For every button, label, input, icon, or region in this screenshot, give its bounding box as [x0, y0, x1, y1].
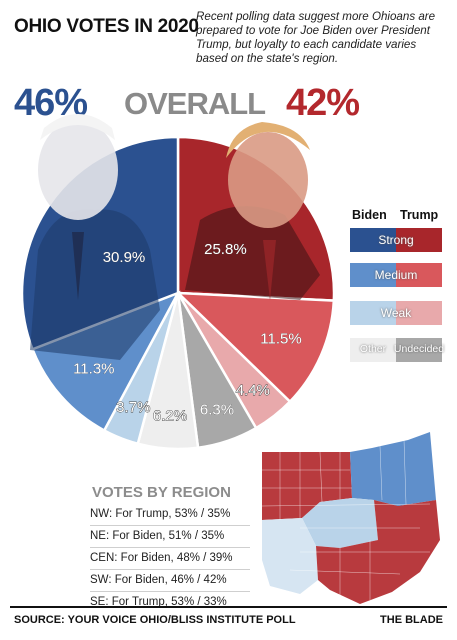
trump-overall-percent: 42%: [286, 82, 360, 124]
pie-slice-label-0: 25.8%: [204, 241, 247, 258]
region-nw: [262, 452, 352, 520]
legend-swatch-trump-strong: [396, 228, 442, 252]
region-line-ne: NE: For Biden, 51% / 35%: [90, 530, 250, 548]
region-line-sw: SW: For Biden, 46% / 42%: [90, 574, 250, 592]
publisher-brand: THE BLADE: [380, 614, 443, 626]
footer-rule: [10, 606, 447, 608]
legend-label-weak: Weak: [380, 306, 412, 320]
pie-slice-label-3: 6.3%: [200, 401, 234, 418]
legend-swatch-biden-weak: [350, 301, 396, 325]
legend-swatch-biden-medium: [350, 263, 396, 287]
legend-label-other: Other: [359, 343, 387, 355]
legend-biden-header: Biden: [352, 208, 387, 222]
pie-slice-label-2: 4.4%: [236, 382, 270, 399]
page-title: OHIO VOTES IN 2020: [14, 16, 199, 37]
legend-label-strong: Strong: [378, 233, 414, 247]
legend-swatch-trump-medium: [396, 263, 442, 287]
region-sw: [262, 518, 318, 594]
legend-swatch-trump-weak: [396, 301, 442, 325]
biden-portrait: [30, 114, 160, 360]
region-line-se: SE: For Trump, 53% / 33%: [90, 596, 227, 608]
pie-slice-label-1: 11.5%: [260, 331, 301, 348]
pie-slice-label-5: 3.7%: [116, 399, 150, 416]
pie-slice-1: [174, 291, 336, 404]
region-title: VOTES BY REGION: [92, 484, 231, 501]
region-ne: [350, 432, 436, 506]
region-line-nw: NW: For Trump, 53% / 35%: [90, 508, 250, 526]
pie-slice-label-7: 30.9%: [103, 249, 146, 266]
source-credit: SOURCE: YOUR VOICE OHIO/BLISS INSTITUTE …: [14, 614, 296, 626]
legend-label-undecided: Undecided: [393, 343, 445, 355]
legend-swatch-biden-strong: [350, 228, 396, 252]
pie-slice-label-6: 11.3%: [73, 360, 114, 377]
overall-label: OVERALL: [124, 86, 266, 121]
intro-text: Recent polling data suggest more Ohioans…: [196, 10, 436, 65]
trump-portrait: [185, 122, 320, 300]
legend-trump-header: Trump: [400, 208, 439, 222]
pie-slice-label-4: 6.2%: [153, 407, 187, 424]
region-line-cen: CEN: For Biden, 48% / 39%: [90, 552, 250, 570]
legend-swatch-other: [350, 338, 396, 362]
region-cen: [302, 498, 378, 548]
ohio-region-map: [261, 432, 440, 604]
legend-swatch-undecided: [396, 338, 442, 362]
legend-label-medium: Medium: [374, 268, 418, 282]
